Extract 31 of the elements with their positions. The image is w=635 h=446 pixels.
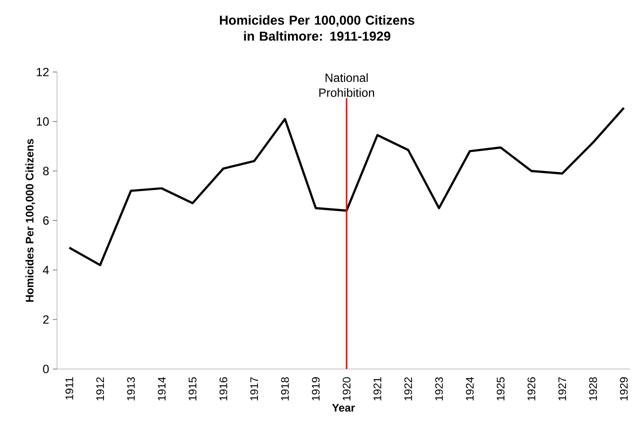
y-tick-label: 8 xyxy=(43,166,49,176)
y-tick-label: 6 xyxy=(43,216,49,225)
x-tick-label: 1928 xyxy=(589,377,597,400)
line-series xyxy=(68,106,625,266)
x-tick-label: 1922 xyxy=(404,377,412,400)
y-tick-label: 2 xyxy=(43,315,49,324)
x-tick-label: 1912 xyxy=(96,377,104,400)
y-tick-label: 12 xyxy=(36,68,49,76)
y-tick-label: 0 xyxy=(43,364,49,374)
x-tick-label: 1911 xyxy=(65,377,74,400)
y-axis-title: Homicides Per 100,000 Citizens xyxy=(25,139,36,302)
x-axis-title: Year xyxy=(332,404,355,412)
x-tick-label: 1921 xyxy=(374,377,382,400)
x-tick-label: 1920 xyxy=(342,377,350,400)
x-tick-label: 1925 xyxy=(496,377,504,400)
x-tick-label: 1926 xyxy=(528,377,536,400)
x-tick-label: 1927 xyxy=(558,377,566,400)
chart-title: Homicides Per 100,000 Citizens in Baltimore: 1911-1929 xyxy=(220,15,414,41)
x-tick-label: 1915 xyxy=(188,377,196,400)
x-tick-label: 1929 xyxy=(620,377,628,400)
y-tick-label: 10 xyxy=(36,117,49,126)
y-tick-label: 4 xyxy=(42,266,49,274)
x-tick-label: 1918 xyxy=(281,377,289,400)
x-tick-label: 1913 xyxy=(127,377,135,400)
x-tick-label: 1917 xyxy=(250,377,258,400)
x-tick-label: 1914 xyxy=(158,377,166,400)
x-tick-label: 1924 xyxy=(466,377,474,400)
ref-line-label: National Prohibition xyxy=(319,73,374,97)
x-tick-label: 1923 xyxy=(435,377,443,400)
x-tick-label: 1919 xyxy=(312,377,320,400)
x-tick-label: 1916 xyxy=(219,377,228,400)
